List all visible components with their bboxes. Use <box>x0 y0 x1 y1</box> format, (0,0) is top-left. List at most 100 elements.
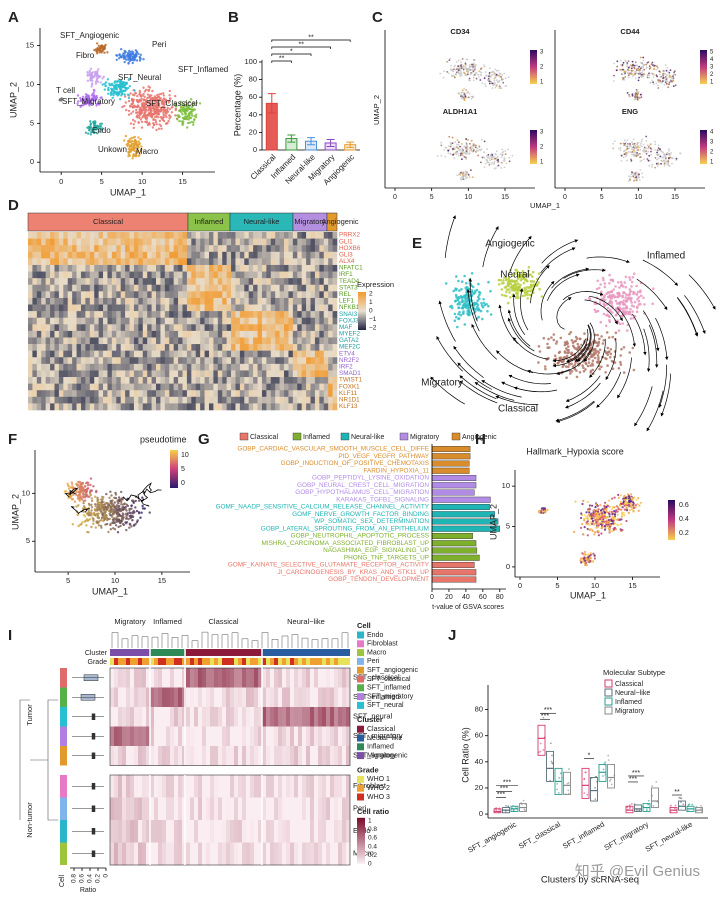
heat-cell <box>288 370 294 378</box>
cell-point <box>629 145 632 148</box>
heat-cell <box>301 311 307 319</box>
heat-cell <box>63 383 69 391</box>
cell-point <box>455 68 458 71</box>
heat-cell <box>54 271 60 279</box>
heat-cell <box>191 324 197 332</box>
heat-cell <box>178 383 183 391</box>
cell-point <box>472 301 476 305</box>
heat-cell <box>226 284 232 292</box>
cell-point <box>476 305 479 309</box>
heat-cell <box>266 390 272 398</box>
cell-point <box>120 48 123 51</box>
heat-cell <box>191 271 197 279</box>
heat-cell <box>244 337 250 345</box>
heat-cell <box>103 304 108 312</box>
heat-cell <box>72 383 77 391</box>
heat-cell <box>36 344 42 351</box>
cell-point <box>465 74 468 77</box>
cell-point <box>135 59 139 62</box>
heat-cell <box>45 232 51 239</box>
heat-cell <box>231 330 236 338</box>
significance-bracket <box>271 39 351 42</box>
cell-point <box>628 95 631 98</box>
cell-point <box>537 361 540 364</box>
cell-point <box>608 273 611 277</box>
heat-cell <box>217 271 223 279</box>
heat-cell <box>275 396 280 404</box>
heat-cell <box>54 363 60 371</box>
cell-point <box>473 291 477 294</box>
cell-point <box>461 96 463 98</box>
heat-cell <box>235 297 241 305</box>
cell-point <box>475 77 478 80</box>
heat-cell <box>133 330 139 338</box>
heat-cell <box>204 317 210 325</box>
heat-cell <box>45 390 51 398</box>
heat-cell <box>142 363 148 371</box>
heat-cell <box>98 396 104 404</box>
heat-cell <box>54 251 60 259</box>
cell-point <box>482 301 486 305</box>
cell-point <box>466 309 469 313</box>
cell-point <box>674 84 677 87</box>
cell-point <box>589 364 592 367</box>
heat-cell <box>235 245 241 253</box>
heat-cell <box>103 357 108 365</box>
cell-point <box>461 91 463 94</box>
cell-point <box>503 72 506 75</box>
cell-point <box>440 141 443 144</box>
heat-cell <box>129 304 135 312</box>
cell-point <box>606 291 610 294</box>
heat-cell <box>98 271 104 279</box>
cell-point <box>508 291 511 294</box>
heat-cell <box>50 304 55 312</box>
heat-cell <box>284 251 289 259</box>
heat-cell <box>129 297 135 305</box>
cell-point <box>628 278 632 282</box>
cell-point <box>460 65 463 67</box>
cell-point <box>451 136 454 139</box>
heat-cell <box>306 324 311 332</box>
cell-point <box>502 81 505 84</box>
cell-point <box>76 94 80 97</box>
cell-point <box>630 304 634 307</box>
heat-cell <box>125 297 130 305</box>
legend-tick: 3 <box>540 130 544 136</box>
heat-cell <box>239 363 245 371</box>
heat-cell <box>332 245 338 253</box>
heat-cell <box>151 311 157 319</box>
legend-tick: 1 <box>369 299 373 306</box>
cell-point <box>148 121 151 125</box>
heat-cell <box>67 238 73 246</box>
heat-cell <box>32 232 38 239</box>
heat-cell <box>178 403 183 411</box>
heat-cell <box>72 337 77 345</box>
cell-point <box>619 142 622 145</box>
cell-point <box>131 52 134 56</box>
heat-cell <box>270 370 276 378</box>
heat-cell <box>94 344 99 351</box>
heat-cell <box>142 390 148 398</box>
cell-point <box>97 44 101 48</box>
heat-cell <box>129 344 135 351</box>
cell-point <box>104 84 107 88</box>
heat-cell <box>63 363 69 371</box>
heat-cell <box>222 232 227 239</box>
cell-point <box>630 158 632 161</box>
heat-cell <box>208 297 214 305</box>
cell-point <box>130 142 133 145</box>
heat-cell <box>125 271 130 279</box>
cell-point <box>125 58 128 61</box>
cell-point <box>664 64 667 66</box>
heat-cell <box>284 238 289 246</box>
heat-cell <box>129 291 135 299</box>
cell-point <box>497 69 500 72</box>
cell-point <box>129 105 132 108</box>
cell-point <box>629 175 632 178</box>
cell-point <box>125 82 128 85</box>
heat-cell <box>98 284 104 292</box>
heat-cell <box>103 245 108 253</box>
heat-cell <box>244 291 250 299</box>
cell-point <box>616 60 619 63</box>
heat-cell <box>284 337 289 345</box>
